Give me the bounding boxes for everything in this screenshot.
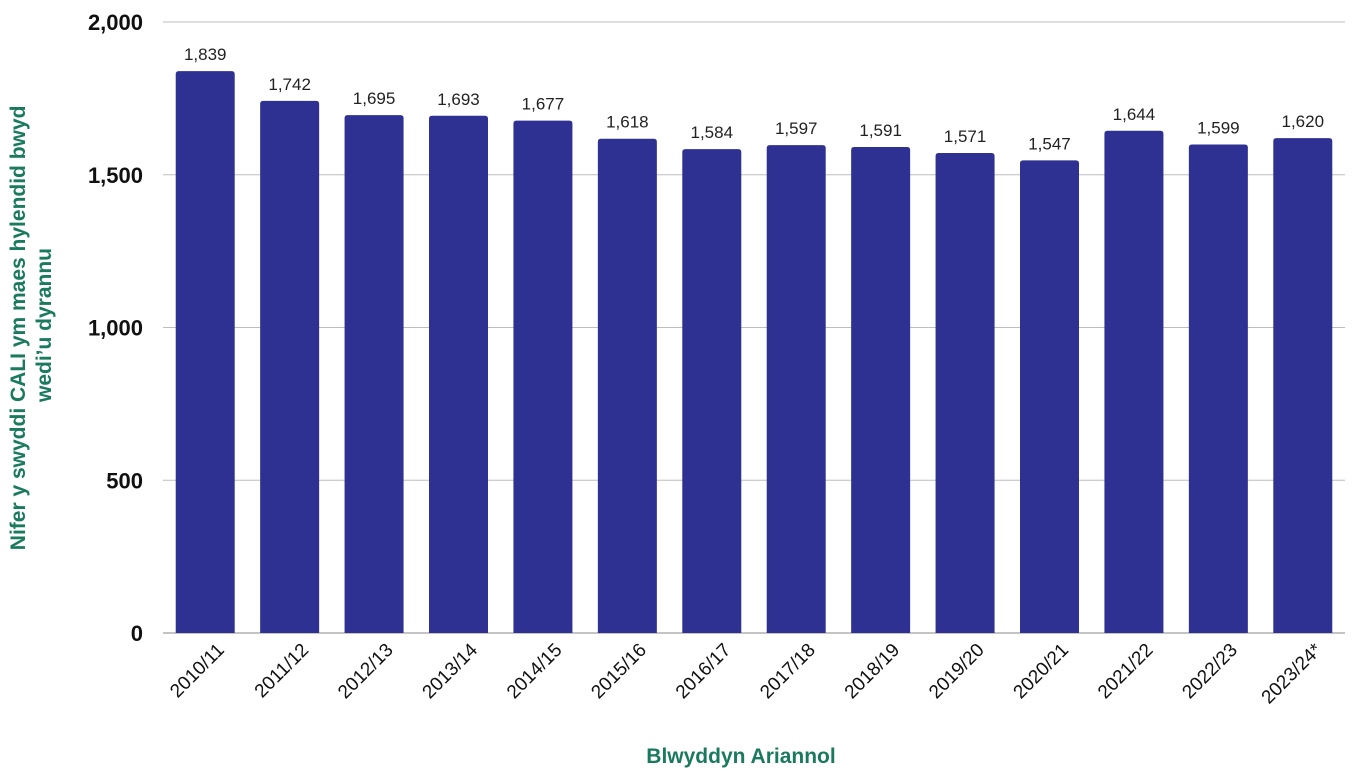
- y-tick-label: 0: [131, 621, 143, 646]
- bar: [1104, 130, 1164, 633]
- bar: [429, 115, 488, 633]
- x-tick-label: 2023/24*: [1258, 639, 1327, 708]
- data-label: 1,584: [691, 123, 734, 142]
- x-axis-ticks: 2010/11 2011/12 2012/13 2013/14 2014/15 2015/…: [166, 639, 1326, 708]
- data-label: 1,677: [522, 95, 565, 114]
- x-tick-label: 2021/22: [1094, 640, 1157, 703]
- bar: [175, 71, 235, 634]
- data-labels: 1,839 1,742 1,695 1,693 1,677 1,618 1,584 1,597…: [184, 45, 1324, 153]
- data-label: 1,599: [1197, 119, 1240, 138]
- gridlines: [163, 21, 1345, 634]
- y-axis-ticks: 0 500 1,000 1,500 2,000: [88, 10, 143, 646]
- y-axis-title: Nifer y swyddi CALI ym maes hylendid bwy…: [7, 100, 56, 550]
- data-label: 1,742: [268, 75, 311, 94]
- y-axis-title-line-2: wedi’u dyrannu: [33, 248, 56, 403]
- bar: [1273, 138, 1333, 633]
- data-label: 1,618: [606, 113, 649, 132]
- x-tick-label: 2013/14: [419, 639, 483, 703]
- bar: [1020, 160, 1079, 634]
- y-tick-label: 500: [106, 468, 143, 493]
- data-label: 1,693: [437, 90, 480, 109]
- data-label: 1,591: [859, 121, 902, 140]
- y-axis-title-line-1: Nifer y swyddi CALI ym maes hylendid bwy…: [7, 106, 30, 551]
- data-label: 1,571: [944, 127, 987, 146]
- data-label: 1,695: [353, 89, 396, 108]
- x-tick-label: 2016/17: [672, 640, 735, 703]
- x-tick-label: 2010/11: [166, 640, 228, 702]
- x-tick-label: 2020/21: [1010, 640, 1073, 703]
- bars: [175, 71, 1333, 634]
- x-axis-title: Blwyddyn Ariannol: [646, 745, 835, 768]
- x-tick-label: 2011/12: [251, 640, 313, 702]
- x-tick-label: 2012/13: [334, 640, 397, 703]
- bar: [344, 115, 404, 634]
- bar: [260, 100, 320, 634]
- y-tick-label: 2,000: [88, 10, 143, 35]
- x-tick-label: 2022/23: [1178, 640, 1241, 703]
- x-tick-label: 2019/20: [925, 640, 988, 703]
- y-tick-label: 1,000: [88, 316, 143, 341]
- bar: [851, 146, 911, 633]
- y-tick-label: 1,500: [88, 163, 143, 188]
- data-label: 1,597: [775, 119, 818, 138]
- bar: [682, 149, 742, 633]
- data-label: 1,547: [1028, 134, 1071, 153]
- bar: [766, 145, 826, 633]
- bar: [513, 120, 573, 633]
- data-label: 1,644: [1113, 105, 1156, 124]
- bar: [597, 138, 657, 634]
- x-tick-label: 2017/18: [756, 640, 819, 703]
- bar: [935, 153, 995, 633]
- data-label: 1,620: [1282, 112, 1325, 131]
- x-tick-label: 2015/16: [587, 640, 650, 703]
- x-tick-label: 2014/15: [503, 640, 566, 703]
- x-tick-label: 2018/19: [841, 640, 904, 703]
- data-label: 1,839: [184, 45, 227, 64]
- bar: [1188, 144, 1248, 633]
